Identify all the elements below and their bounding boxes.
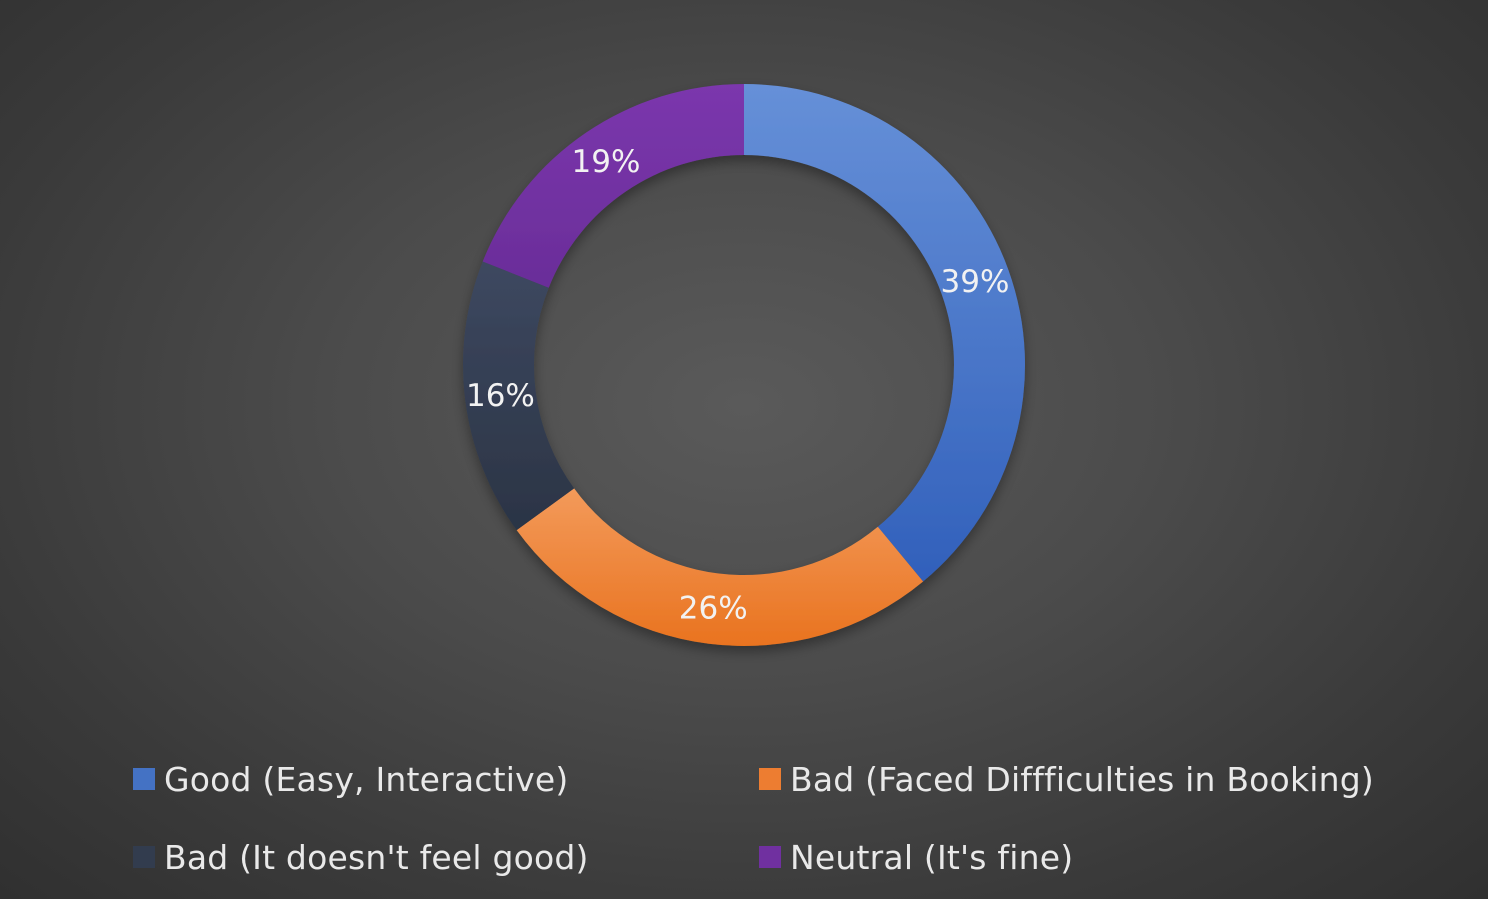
slice-good [744,84,1025,582]
donut-slices [462,84,1025,647]
slice-label-bad-feel: 16% [466,378,535,414]
slice-labels: 39% 26% 16% 19% [466,144,1009,627]
slice-neutral [482,84,744,288]
slice-bad-feel [462,261,575,531]
slice-label-bad-booking: 26% [679,591,748,627]
slice-label-neutral: 19% [572,144,641,180]
slice-bad-booking [516,488,924,647]
slice-label-good: 39% [941,264,1010,300]
